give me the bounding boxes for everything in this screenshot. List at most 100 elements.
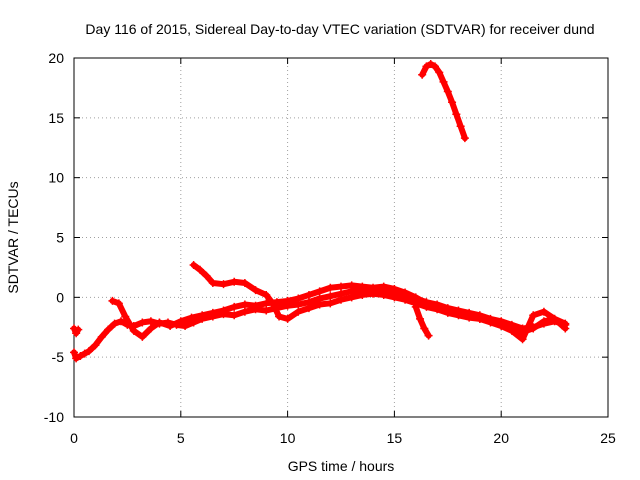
y-tick-label: 15 [48, 110, 64, 126]
data-point [497, 319, 506, 328]
data-point [70, 348, 78, 357]
data-point [448, 98, 457, 107]
x-tick-label: 25 [600, 430, 616, 446]
data-point [315, 287, 324, 296]
data-point [475, 314, 484, 323]
data-point [422, 62, 431, 71]
data-point [430, 62, 439, 71]
data-point [240, 300, 249, 309]
data-point [110, 319, 119, 328]
data-point [187, 313, 196, 322]
series-arc-main-upper [108, 281, 570, 344]
x-tick-label: 20 [493, 430, 509, 446]
data-point [138, 332, 147, 341]
data-point [196, 265, 205, 274]
y-tick-label: 5 [56, 230, 64, 246]
series-arc-mid [189, 261, 570, 337]
series-arc-start-short [70, 324, 83, 338]
data-point [411, 302, 420, 311]
data-point [337, 295, 345, 304]
data-point [379, 282, 388, 291]
data-point [176, 317, 185, 326]
data-point [251, 286, 260, 295]
data-point [275, 312, 284, 321]
data-point [443, 87, 452, 96]
x-tick-label: 0 [70, 430, 78, 446]
data-point [379, 290, 388, 299]
data-point [507, 324, 516, 333]
data-point [460, 134, 469, 143]
y-tick-label: 10 [48, 170, 64, 186]
y-axis-label: SDTVAR / TECUs [5, 181, 21, 293]
data-point [283, 314, 292, 323]
data-point [181, 322, 190, 331]
data-point [138, 318, 147, 327]
data-point [347, 281, 356, 290]
data-point [104, 325, 113, 334]
data-point [486, 317, 495, 326]
data-point [456, 122, 465, 131]
data-point [401, 295, 410, 304]
data-point [518, 335, 527, 344]
grid-lines [74, 58, 608, 417]
data-point [91, 341, 100, 350]
data-point [529, 324, 538, 333]
data-point [294, 294, 303, 303]
series-arc-high [418, 59, 469, 143]
data-point [72, 354, 81, 363]
data-point [424, 331, 433, 340]
y-tick-label: -10 [44, 409, 64, 425]
x-tick-label: 15 [387, 430, 403, 446]
data-point [76, 351, 85, 360]
x-tick-label: 10 [280, 430, 296, 446]
data-point [454, 311, 463, 320]
data-point [326, 283, 335, 292]
data-point [114, 299, 123, 308]
data-point [304, 304, 313, 313]
data-point [422, 302, 431, 311]
data-point [202, 271, 211, 280]
data-point [80, 349, 89, 358]
data-point [208, 278, 217, 287]
data-point [539, 317, 548, 326]
data-point [390, 284, 399, 293]
data-point [262, 290, 271, 299]
data-point [189, 261, 198, 270]
data-point [435, 68, 444, 77]
data-point [465, 313, 474, 322]
x-tick-label: 5 [177, 430, 185, 446]
series-arc-spur [411, 302, 433, 340]
data-point [240, 278, 249, 287]
data-point [326, 292, 335, 301]
axis-ticks: 0 5 10 15 20 25 -10 -5 0 5 10 15 20 [44, 50, 616, 446]
data-point [155, 318, 164, 327]
y-tick-label: -5 [52, 349, 65, 365]
x-axis-label: GPS time / hours [288, 458, 395, 474]
data-point [230, 302, 239, 311]
data-point [116, 317, 125, 326]
data-point [390, 293, 399, 302]
data-point [294, 307, 303, 316]
data-point [452, 110, 461, 119]
data-point [166, 322, 175, 331]
data-point [97, 332, 106, 341]
data-point [369, 289, 378, 298]
data-series [70, 59, 570, 363]
data-point [262, 306, 271, 315]
data-point [539, 307, 548, 316]
data-point [358, 290, 367, 299]
series-trace [419, 60, 468, 142]
data-point [240, 307, 249, 316]
data-point [283, 296, 292, 305]
data-point [416, 314, 425, 323]
data-point [230, 277, 239, 286]
data-point [529, 311, 538, 320]
data-point [420, 324, 429, 333]
data-point [561, 324, 570, 333]
data-point [146, 324, 155, 333]
data-point [268, 299, 277, 308]
chart-title: Day 116 of 2015, Sidereal Day-to-day VTE… [85, 21, 594, 37]
data-point [108, 296, 117, 305]
data-point [426, 59, 435, 68]
